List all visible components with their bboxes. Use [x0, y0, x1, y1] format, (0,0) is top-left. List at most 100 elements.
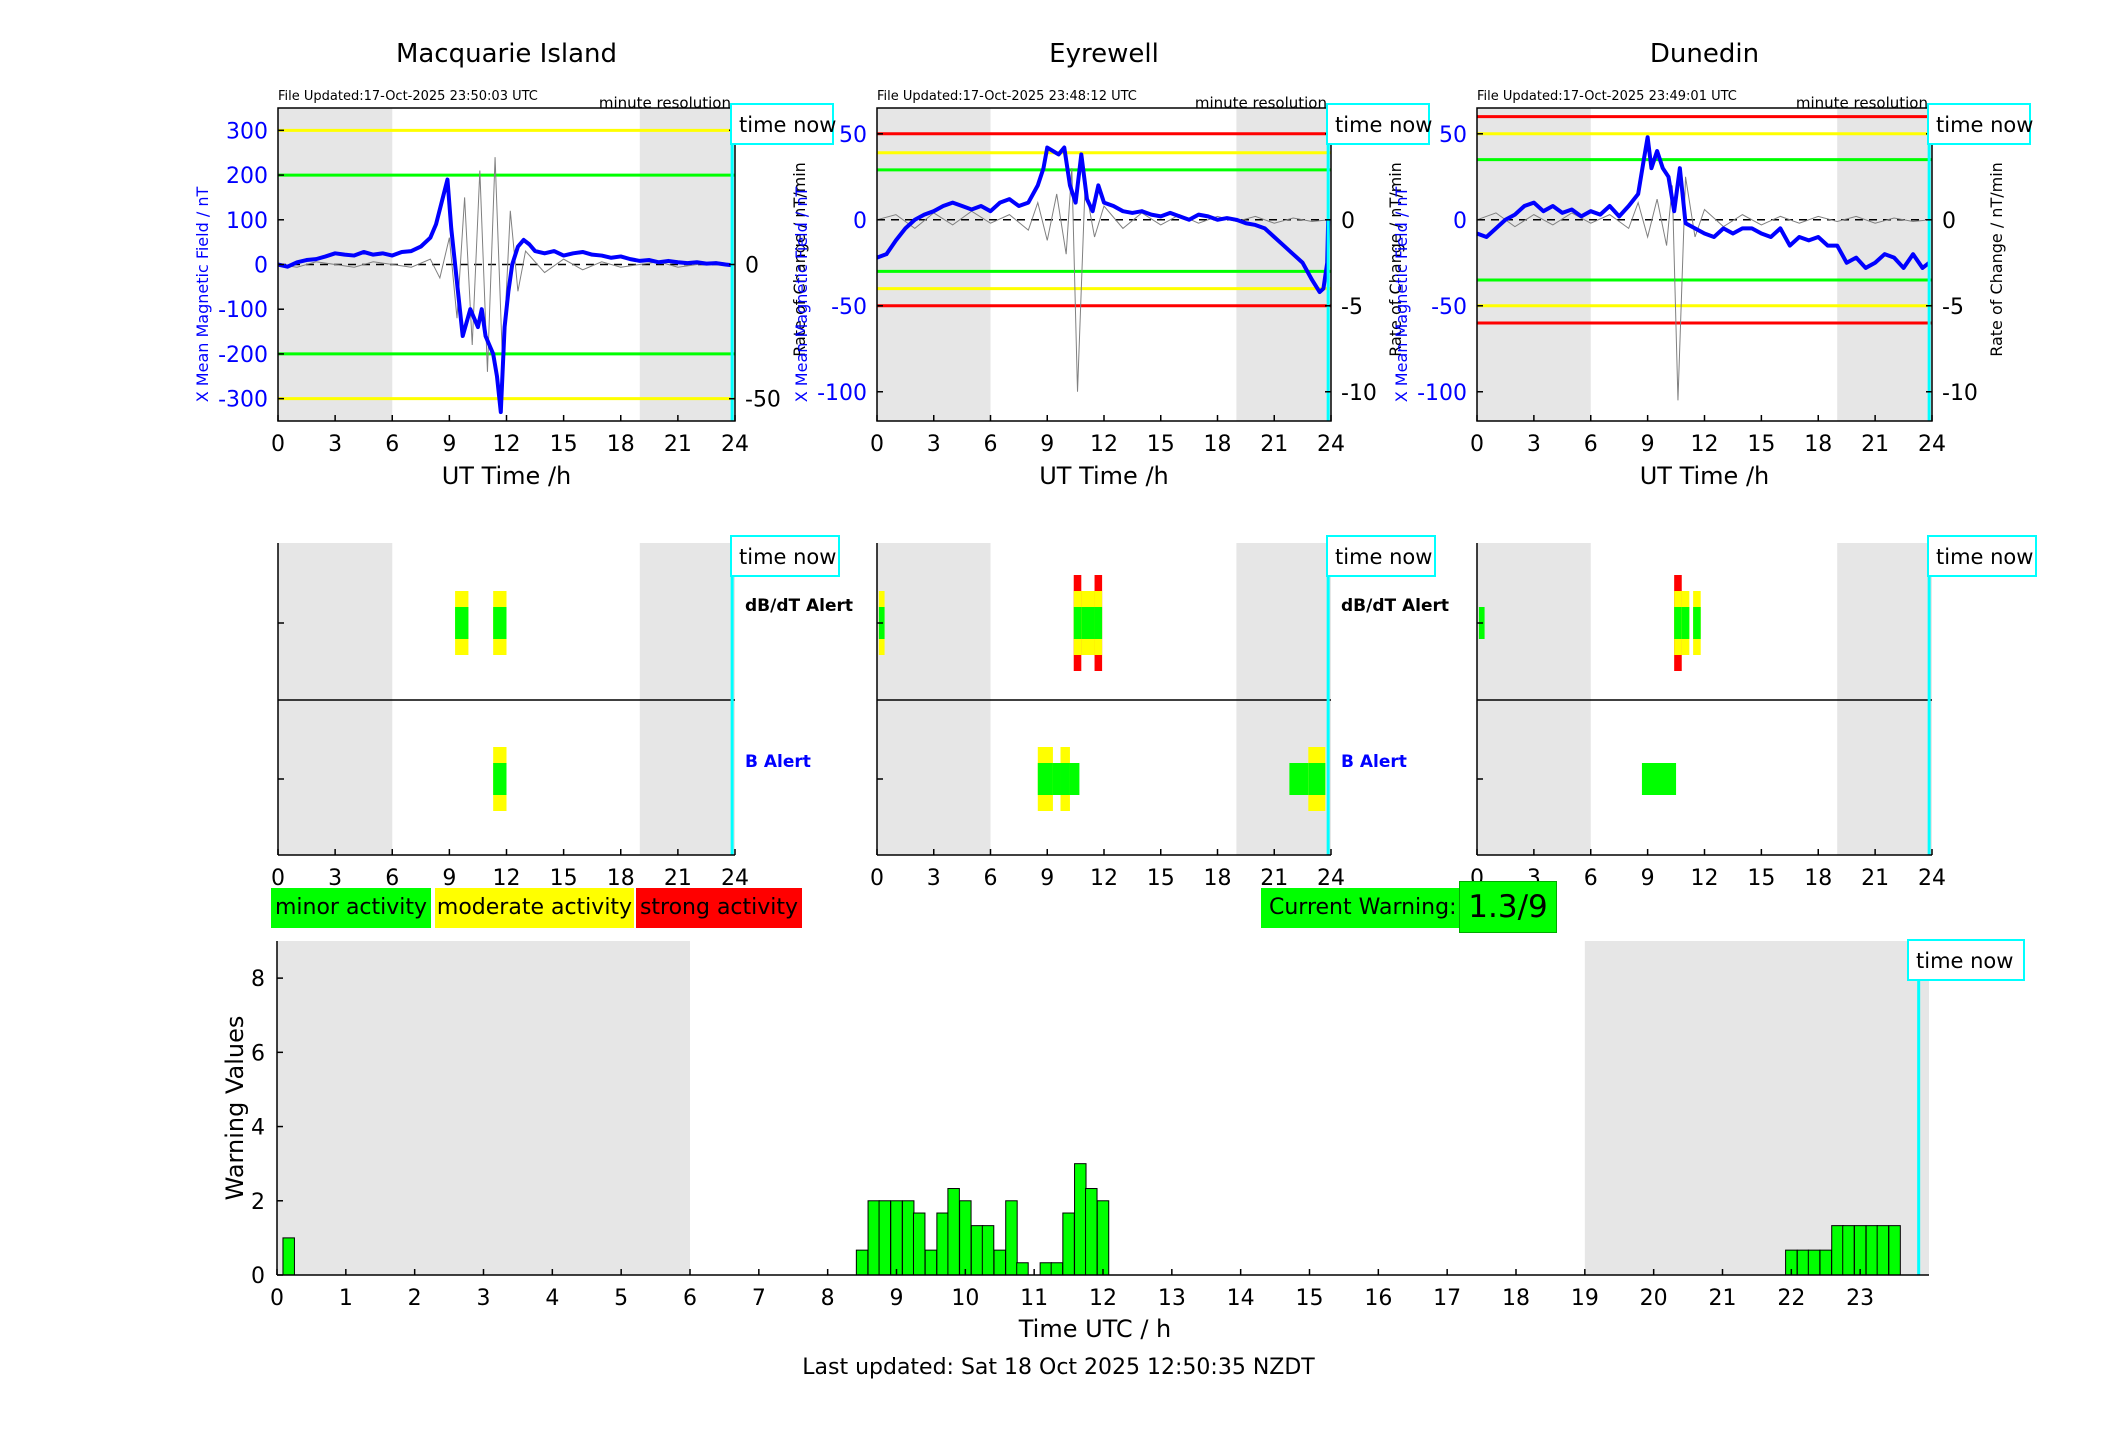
- left-tick-label: 50: [1439, 123, 1467, 148]
- night-shading: [1477, 108, 1591, 421]
- warning-bar: [912, 1212, 926, 1276]
- night-shading: [277, 941, 690, 1275]
- x-tick-label: 12: [1090, 866, 1118, 891]
- warning-bar: [1039, 1262, 1053, 1276]
- x-tick-label: 24: [1317, 432, 1345, 457]
- x-tick-label: 24: [721, 432, 749, 457]
- warning-bar: [282, 1237, 295, 1276]
- x-tick-label: 18: [1804, 432, 1832, 457]
- x-tick-label: 12: [1089, 1286, 1117, 1311]
- x-axis-label: UT Time /h: [442, 462, 572, 490]
- x-tick-label: 9: [1040, 866, 1054, 891]
- left-axis-label: X Mean Magnetic Field / nT: [1392, 187, 1411, 403]
- warning-bar: [1074, 1163, 1087, 1276]
- x-tick-label: 6: [385, 432, 399, 457]
- b-alert-minor-mark: [1037, 763, 1053, 795]
- x-tick-label: 8: [821, 1286, 835, 1311]
- time-now-tag-box: [1907, 939, 2025, 981]
- warning-bar: [1050, 1262, 1064, 1276]
- station-plot-0: 036912151821243002001000-100-200-300500-…: [193, 39, 836, 490]
- current-warning-value: 1.3/9: [1459, 881, 1557, 933]
- warning-bar: [1876, 1225, 1890, 1276]
- warning-bar: [1096, 1200, 1110, 1276]
- right-axis-label: Rate of Change / nT/min: [1386, 162, 1405, 357]
- file-updated-text: File Updated:17-Oct-2025 23:49:01 UTC: [1477, 89, 1737, 104]
- time-now-tag-label: time now: [1916, 949, 2013, 973]
- b-alert-label: B Alert: [745, 752, 811, 772]
- x-tick-label: 6: [984, 432, 998, 457]
- x-tick-label: 0: [870, 866, 884, 891]
- x-tick-label: 21: [664, 866, 692, 891]
- night-shading: [1584, 941, 1929, 1275]
- left-tick-label: -100: [817, 381, 867, 406]
- dbdt-alert-label: dB/dT Alert: [745, 596, 853, 616]
- resolution-text: minute resolution: [599, 94, 731, 112]
- b-alert-minor-mark: [1641, 763, 1677, 795]
- warning-bar: [1853, 1225, 1867, 1276]
- warning-bar: [890, 1200, 903, 1276]
- warning-bar: [981, 1225, 995, 1276]
- right-tick-label: -5: [1942, 295, 1964, 320]
- x-tick-label: 3: [477, 1286, 491, 1311]
- legend-minor-activity: minor activity: [271, 888, 431, 928]
- dbdt-alert-minor-mark: [493, 607, 507, 639]
- x-tick-label: 0: [271, 866, 285, 891]
- b-alert-minor-mark: [1308, 763, 1326, 795]
- x-tick-label: 21: [664, 432, 692, 457]
- dbdt-alert-minor-mark: [1081, 607, 1095, 639]
- x-tick-label: 3: [927, 432, 941, 457]
- x-tick-label: 9: [1040, 432, 1054, 457]
- station-title: Eyrewell: [1049, 39, 1159, 69]
- x-tick-label: 12: [493, 866, 521, 891]
- x-tick-label: 18: [1804, 866, 1832, 891]
- x-tick-label: 15: [550, 866, 578, 891]
- left-tick-label: 0: [1453, 209, 1467, 234]
- x-tick-label: 5: [614, 1286, 628, 1311]
- time-now-tag-box: [1326, 103, 1430, 145]
- warning-bar: [1005, 1200, 1018, 1276]
- night-shading: [278, 543, 393, 855]
- time-now-tag-box: [730, 103, 834, 145]
- rate-of-change-series: [277, 157, 734, 372]
- last-updated-footer: Last updated: Sat 18 Oct 2025 12:50:35 N…: [802, 1355, 1315, 1380]
- warning-bar: [970, 1225, 984, 1276]
- left-axis-label: X Mean Magnetic Field / nT: [792, 187, 811, 403]
- x-tick-label: 22: [1777, 1286, 1805, 1311]
- x-tick-label: 24: [1317, 866, 1345, 891]
- y-axis-label: Warning Values: [221, 1016, 249, 1201]
- x-tick-label: 23: [1846, 1286, 1874, 1311]
- x-tick-label: 17: [1433, 1286, 1461, 1311]
- night-shading: [639, 543, 735, 855]
- b-alert-minor-mark: [1069, 763, 1080, 795]
- right-tick-label: 0: [1942, 209, 1956, 234]
- station-plot-2: 03691215182124500-50-10050-5-10DunedinFi…: [1392, 39, 2033, 490]
- x-tick-label: 15: [1747, 432, 1775, 457]
- left-tick-label: -50: [831, 295, 867, 320]
- warning-bar: [993, 1249, 1006, 1276]
- current-warning-label: Current Warning:: [1261, 888, 1465, 928]
- y-tick-label: 0: [251, 1264, 265, 1289]
- right-axis-label: Rate of Change / nT/min: [790, 162, 809, 357]
- time-now-tag-box: [1927, 103, 2031, 145]
- x-tick-label: 15: [1747, 866, 1775, 891]
- warning-bar: [901, 1200, 915, 1276]
- resolution-text: minute resolution: [1195, 94, 1327, 112]
- x-tick-label: 9: [1641, 432, 1655, 457]
- dbdt-alert-minor-mark: [455, 607, 469, 639]
- time-now-tag-label: time now: [1335, 545, 1432, 569]
- x-tick-label: 21: [1709, 1286, 1737, 1311]
- x-tick-label: 16: [1364, 1286, 1392, 1311]
- x-tick-label: 6: [385, 866, 399, 891]
- x-tick-label: 9: [442, 866, 456, 891]
- x-tick-label: 2: [408, 1286, 422, 1311]
- x-tick-label: 9: [442, 432, 456, 457]
- x-tick-label: 18: [607, 866, 635, 891]
- time-now-tag-box: [730, 535, 840, 577]
- warning-bar: [1819, 1249, 1832, 1276]
- x-tick-label: 24: [1918, 432, 1946, 457]
- b-alert-minor-mark: [1052, 763, 1061, 795]
- x-tick-label: 21: [1861, 432, 1889, 457]
- x-tick-label: 15: [1147, 866, 1175, 891]
